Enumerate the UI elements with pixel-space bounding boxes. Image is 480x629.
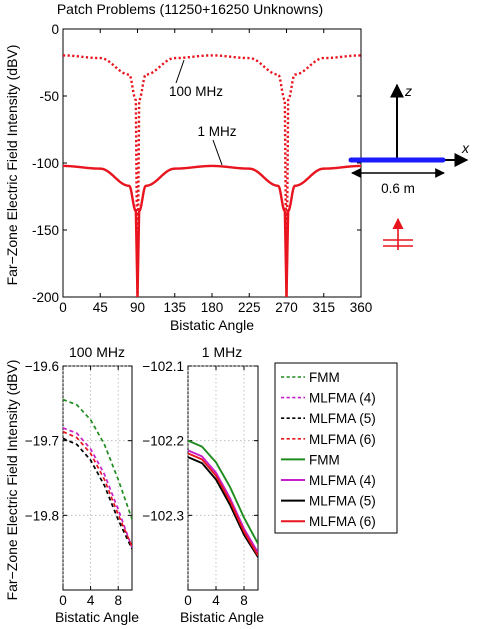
- x-tick-label: 8: [240, 593, 248, 608]
- legend-label: MLFMA (4): [309, 473, 376, 488]
- x-tick-label: 225: [238, 300, 261, 315]
- series-line: [188, 449, 258, 554]
- annotation-leader: [175, 59, 185, 84]
- annotation-1mhz: 1 MHz: [197, 124, 236, 139]
- y-tick-label: −19.7: [25, 434, 59, 449]
- bottom-ylabel: Far−Zone Electric Field Intensity (dBV): [4, 360, 20, 601]
- x-axis-label: x: [461, 140, 470, 156]
- y-tick-label: -50: [39, 89, 59, 104]
- annotation-leader: [212, 139, 223, 166]
- x-tick-label: 315: [312, 300, 335, 315]
- series-line: [63, 430, 132, 548]
- legend-label: FMM: [309, 452, 340, 467]
- plot-frame: [187, 365, 259, 591]
- legend-label: FMM: [309, 370, 340, 385]
- x-tick-label: 8: [114, 593, 122, 608]
- plot-frame: [62, 28, 362, 298]
- top-plot: 0 45 90 135 180 225 270 315 360 0 -50 -100 -150 -200 1…: [32, 22, 372, 315]
- x-tick-label: 180: [201, 300, 224, 315]
- dimension-label: 0.6 m: [381, 181, 415, 196]
- y-tick-label: -200: [32, 290, 59, 305]
- figure-title: Patch Problems (11250+16250 Unknowns): [57, 1, 323, 17]
- legend-label: MLFMA (4): [309, 391, 376, 406]
- x-tick-label: 0: [59, 593, 67, 608]
- series-line: [63, 427, 132, 548]
- top-xlabel: Bistatic Angle: [170, 317, 254, 333]
- x-tick-label: 0: [59, 300, 67, 315]
- x-tick-label: 90: [130, 300, 145, 315]
- x-tick-label: 0: [184, 593, 192, 608]
- y-tick-label: -100: [32, 156, 59, 171]
- top-ylabel: Far−Zone Electric Field Intensity (dBV): [4, 45, 20, 286]
- patch-diagram: z x 0.6 m: [348, 83, 470, 250]
- x-tick-label: 4: [212, 593, 220, 608]
- series-line: [188, 456, 258, 558]
- series-line: [63, 54, 361, 297]
- y-tick-label: −102.3: [142, 508, 184, 523]
- series-line: [63, 398, 132, 520]
- plot-frame: [62, 365, 133, 591]
- legend-label: MLFMA (5): [309, 494, 376, 509]
- bottom-right-plot: 0 4 8 −102.1 −102.2 −102.3: [142, 359, 259, 608]
- legend-label: MLFMA (5): [309, 411, 376, 426]
- x-tick-label: 4: [87, 593, 95, 608]
- bottom-right-title: 1 MHz: [202, 344, 242, 360]
- y-tick-label: -150: [32, 223, 59, 238]
- series-line: [188, 439, 258, 545]
- x-tick-label: 45: [93, 300, 108, 315]
- y-tick-label: −102.1: [142, 359, 184, 374]
- y-tick-label: −19.6: [25, 359, 59, 374]
- bottom-left-title: 100 MHz: [69, 344, 125, 360]
- x-tick-label: 135: [163, 300, 186, 315]
- series-line: [188, 452, 258, 557]
- y-tick-label: −19.8: [25, 508, 59, 523]
- bottom-left-xlabel: Bistatic Angle: [55, 609, 139, 625]
- x-tick-label: 360: [350, 300, 373, 315]
- bottom-right-xlabel: Bistatic Angle: [180, 609, 264, 625]
- y-tick-label: −102.2: [142, 434, 184, 449]
- legend-box: [274, 362, 398, 534]
- z-axis-label: z: [404, 83, 412, 99]
- series-line: [63, 164, 361, 297]
- annotation-100mhz: 100 MHz: [169, 84, 223, 99]
- x-tick-label: 270: [275, 300, 298, 315]
- legend-label: MLFMA (6): [309, 514, 376, 529]
- y-tick-label: 0: [51, 22, 59, 37]
- legend-label: MLFMA (6): [309, 432, 376, 447]
- bottom-left-plot: 0 4 8 −19.6 −19.7 −19.8: [25, 359, 133, 608]
- series-line: [63, 437, 132, 550]
- legend: FMM MLFMA (4) MLFMA (5) MLFMA (6) FMM MLFMA (…: [274, 362, 398, 534]
